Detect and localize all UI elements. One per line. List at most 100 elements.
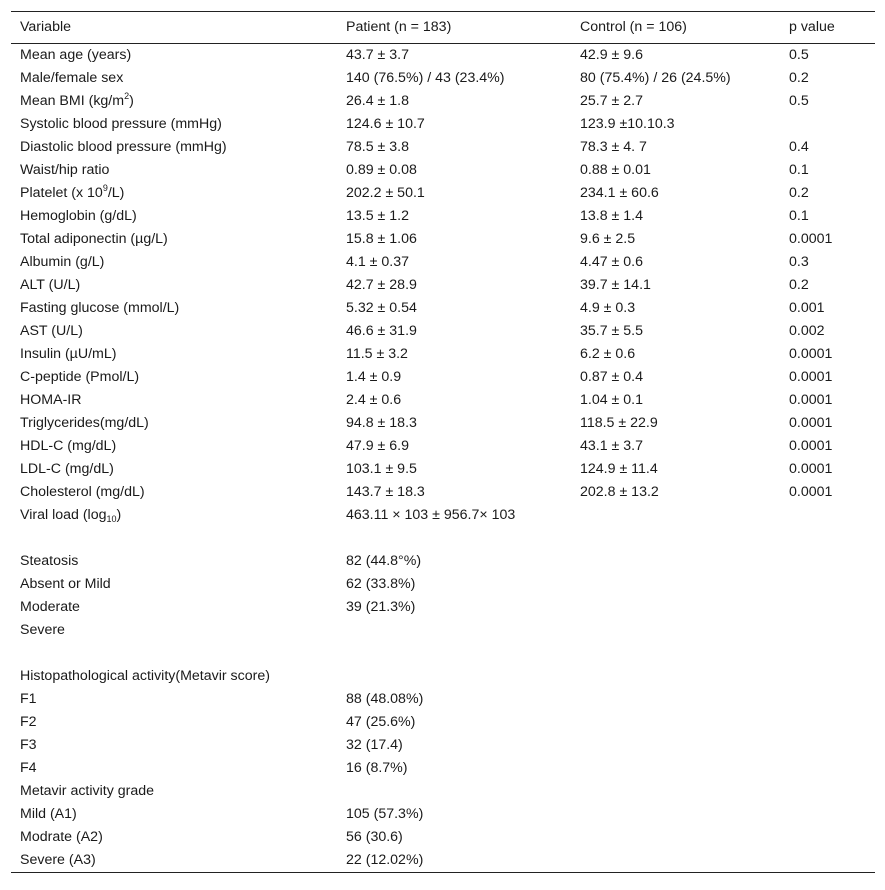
table-cell	[780, 619, 875, 642]
table-row: Mean BMI (kg/m2) 26.4 ± 1.8 25.7 ± 2.7 0.5	[11, 90, 875, 113]
cell-text: 32 (17.4)	[346, 737, 403, 753]
table-cell: Cholesterol (mg/dL)	[11, 481, 337, 504]
table-row: F1 88 (48.08%)	[11, 688, 875, 711]
table-cell: 43.1 ± 3.7	[571, 435, 780, 458]
table-cell: 0.4	[780, 136, 875, 159]
table-cell	[337, 642, 571, 665]
table-cell	[337, 665, 571, 688]
cell-text: Diastolic blood pressure (mmHg)	[20, 139, 227, 155]
cell-text: 202.2 ± 50.1	[346, 185, 425, 201]
table-cell: 9.6 ± 2.5	[571, 228, 780, 251]
cell-text: Absent or Mild	[20, 576, 111, 592]
table-cell	[780, 757, 875, 780]
table-cell: 234.1 ± 60.6	[571, 182, 780, 205]
table-row: Insulin (µU/mL) 11.5 ± 3.2 6.2 ± 0.6 0.0001	[11, 343, 875, 366]
cell-text: HDL-C (mg/dL)	[20, 438, 117, 454]
table-cell: 105 (57.3%)	[337, 803, 571, 826]
cell-text: 4.1 ± 0.37	[346, 254, 410, 270]
cell-text: 0.1	[789, 162, 809, 178]
table-cell	[337, 619, 571, 642]
table-cell: 4.47 ± 0.6	[571, 251, 780, 274]
table-cell: 0.002	[780, 320, 875, 343]
cell-text: 82 (44.8°%)	[346, 553, 422, 569]
table-cell	[571, 734, 780, 757]
table-cell: 1.4 ± 0.9	[337, 366, 571, 389]
table-cell: 0.2	[780, 274, 875, 297]
cell-text: Total adiponectin (µg/L)	[20, 231, 168, 247]
table-cell: 43.7 ± 3.7	[337, 44, 571, 68]
table-cell: Systolic blood pressure (mmHg)	[11, 113, 337, 136]
table-cell: 124.9 ± 11.4	[571, 458, 780, 481]
cell-text: 1.4 ± 0.9	[346, 369, 402, 385]
table-cell: 15.8 ± 1.06	[337, 228, 571, 251]
table-row: HDL-C (mg/dL) 47.9 ± 6.9 43.1 ± 3.7 0.0001	[11, 435, 875, 458]
table-cell	[337, 527, 571, 550]
table-row: Albumin (g/L) 4.1 ± 0.37 4.47 ± 0.6 0.3	[11, 251, 875, 274]
table-cell: 0.2	[780, 67, 875, 90]
cell-text: 0.4	[789, 139, 809, 155]
cell-text: Metavir activity grade	[20, 783, 155, 799]
table-cell: Hemoglobin (g/dL)	[11, 205, 337, 228]
cell-text: 124.9 ± 11.4	[580, 461, 658, 477]
table-cell: 82 (44.8°%)	[337, 550, 571, 573]
table-cell: Triglycerides(mg/dL)	[11, 412, 337, 435]
table-cell: 56 (30.6)	[337, 826, 571, 849]
table-cell: 46.6 ± 31.9	[337, 320, 571, 343]
table-cell: Mean BMI (kg/m2)	[11, 90, 337, 113]
table-cell: 22 (12.02%)	[337, 849, 571, 873]
table-cell: Waist/hip ratio	[11, 159, 337, 182]
table-cell: 0.0001	[780, 366, 875, 389]
table-row: Diastolic blood pressure (mmHg) 78.5 ± 3.…	[11, 136, 875, 159]
cell-text: F2	[20, 714, 37, 730]
cell-text-tail: )	[116, 507, 122, 523]
cell-text: Male/female sex	[20, 70, 124, 86]
table-row: Mean age (years) 43.7 ± 3.7 42.9 ± 9.6 0.5	[11, 44, 875, 68]
data-table-container: Variable Patient (n = 183) Control (n = …	[11, 11, 875, 873]
table-cell: Severe (A3)	[11, 849, 337, 873]
table-body: Mean age (years) 43.7 ± 3.7 42.9 ± 9.6 0.5 M…	[11, 44, 875, 873]
table-cell: Absent or Mild	[11, 573, 337, 596]
cell-text: Viral load (log	[20, 507, 107, 523]
table-row: Moderate 39 (21.3%)	[11, 596, 875, 619]
cell-text: 0.0001	[789, 392, 833, 408]
table-cell: Steatosis	[11, 550, 337, 573]
table-cell: 4.1 ± 0.37	[337, 251, 571, 274]
table-cell: 25.7 ± 2.7	[571, 90, 780, 113]
table-cell: 1.04 ± 0.1	[571, 389, 780, 412]
cell-text: 0.5	[789, 93, 809, 109]
table-row: LDL-C (mg/dL) 103.1 ± 9.5 124.9 ± 11.4 0.00…	[11, 458, 875, 481]
cell-text: 0.2	[789, 70, 809, 86]
cell-text: 0.5	[789, 47, 809, 63]
table-cell: 88 (48.08%)	[337, 688, 571, 711]
cell-text: 94.8 ± 18.3	[346, 415, 417, 431]
table-cell: LDL-C (mg/dL)	[11, 458, 337, 481]
cell-text: F1	[20, 691, 37, 707]
cell-text: 202.8 ± 13.2	[580, 484, 659, 500]
table-cell: 35.7 ± 5.5	[571, 320, 780, 343]
table-cell: 11.5 ± 3.2	[337, 343, 571, 366]
table-cell: 0.3	[780, 251, 875, 274]
table-cell: HOMA-IR	[11, 389, 337, 412]
superscript: 2	[124, 91, 130, 101]
cell-text: 2.4 ± 0.6	[346, 392, 402, 408]
table-cell: 0.0001	[780, 412, 875, 435]
table-cell: 0.5	[780, 90, 875, 113]
cell-text: 62 (33.8%)	[346, 576, 416, 592]
table-cell: AST (U/L)	[11, 320, 337, 343]
cell-text: 78.3 ± 4. 7	[580, 139, 647, 155]
table-row: Hemoglobin (g/dL) 13.5 ± 1.2 13.8 ± 1.4 0.1	[11, 205, 875, 228]
table-header: Variable Patient (n = 183) Control (n = …	[11, 11, 875, 44]
table-row: Absent or Mild 62 (33.8%)	[11, 573, 875, 596]
table-row	[11, 527, 875, 550]
cell-text: 9.6 ± 2.5	[580, 231, 636, 247]
cell-text: Mild (A1)	[20, 806, 77, 822]
cell-text: 1.04 ± 0.1	[580, 392, 644, 408]
table-cell: 0.0001	[780, 435, 875, 458]
table-row: Viral load (log10) 463.11 × 103 ± 956.7× …	[11, 504, 875, 527]
table-cell: Insulin (µU/mL)	[11, 343, 337, 366]
table-cell: 32 (17.4)	[337, 734, 571, 757]
table-cell	[780, 849, 875, 873]
cell-text: ALT (U/L)	[20, 277, 81, 293]
table-cell: Total adiponectin (µg/L)	[11, 228, 337, 251]
table-cell	[780, 734, 875, 757]
